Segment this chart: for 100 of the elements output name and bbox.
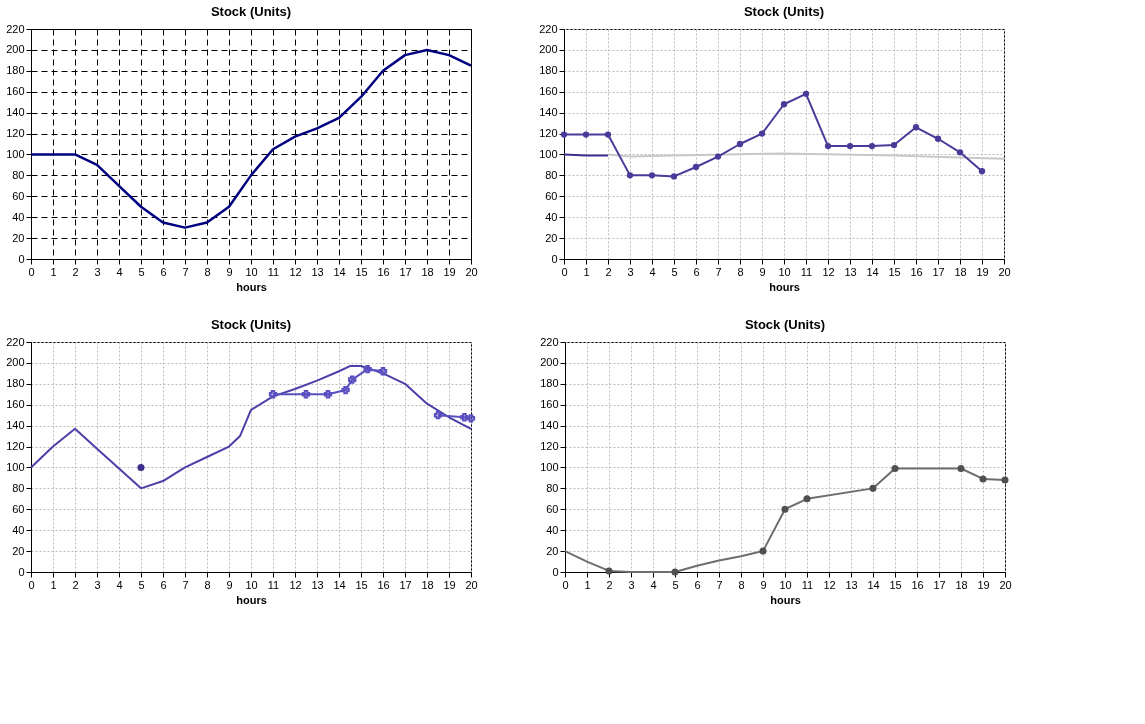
x-tick-label: 10 [778, 265, 791, 278]
y-tick-label: 40 [545, 210, 558, 223]
point [301, 390, 311, 399]
y-tick-label: 220 [6, 22, 25, 35]
x-tick-label: 6 [693, 265, 700, 278]
chart-title: Stock (Units) [210, 317, 292, 332]
x-tick-label: 17 [399, 265, 412, 278]
x-tick-label: 16 [377, 578, 390, 591]
y-tick-label: 0 [18, 565, 25, 578]
x-tick-label: 5 [671, 265, 678, 278]
y-tick-label: 140 [539, 106, 558, 119]
x-tick-label: 4 [116, 265, 123, 278]
y-tick-label: 20 [546, 544, 559, 557]
x-tick-label: 12 [289, 265, 302, 278]
x-tick-label: 11 [800, 265, 813, 278]
x-tick-label: 10 [245, 578, 258, 591]
y-tick-label: 200 [540, 356, 559, 369]
x-tick-label: 7 [182, 578, 189, 591]
x-tick-label: 4 [649, 265, 656, 278]
y-tick-label: 220 [539, 22, 558, 35]
y-tick-label: 100 [540, 460, 559, 473]
x-tick-label: 14 [867, 578, 880, 591]
point [268, 390, 278, 399]
x-tick-label: 7 [715, 265, 722, 278]
x-tick-label: 9 [226, 265, 233, 278]
y-tick-label: 40 [546, 523, 559, 536]
x-tick-label: 3 [627, 265, 634, 278]
x-tick-label: 1 [583, 265, 590, 278]
y-tick-label: 220 [540, 335, 559, 348]
x-tick-label: 10 [779, 578, 792, 591]
y-tick-label: 140 [540, 419, 559, 432]
line-series [30, 365, 472, 490]
x-tick-label: 20 [998, 265, 1011, 278]
y-tick-label: 80 [12, 481, 25, 494]
point [460, 413, 469, 422]
y-tick-label: 100 [6, 460, 25, 473]
x-tick-label: 19 [976, 265, 989, 278]
x-tick-label: 18 [955, 578, 968, 591]
y-tick-label: 120 [540, 440, 559, 453]
x-tick-label: 8 [738, 578, 745, 591]
x-tick-label: 4 [650, 578, 657, 591]
y-tick-label: 20 [12, 544, 25, 557]
x-tick-label: 8 [204, 578, 211, 591]
x-tick-label: 11 [801, 578, 814, 591]
x-tick-label: 15 [355, 265, 368, 278]
x-tick-label: 7 [182, 265, 189, 278]
x-tick-label: 10 [245, 265, 258, 278]
x-tick-label: 12 [823, 578, 836, 591]
x-tick-label: 15 [888, 265, 901, 278]
x-tick-label: 0 [28, 578, 35, 591]
y-tick-label: 160 [6, 398, 25, 411]
point [759, 547, 767, 555]
y-tick-label: 200 [6, 356, 25, 369]
x-tick-label: 4 [116, 578, 123, 591]
x-tick-label: 19 [443, 578, 456, 591]
point [869, 484, 877, 492]
y-tick-label: 180 [6, 377, 25, 390]
x-tick-label: 15 [355, 578, 368, 591]
x-tick-label: 2 [606, 578, 613, 591]
y-tick-label: 100 [539, 147, 558, 160]
y-tick-label: 0 [18, 252, 25, 265]
point [605, 567, 613, 575]
x-axis-title: hours [770, 593, 801, 606]
x-tick-label: 18 [421, 578, 434, 591]
line-series [29, 48, 473, 229]
x-tick-label: 6 [160, 578, 167, 591]
x-tick-label: 7 [716, 578, 723, 591]
x-tick-label: 16 [911, 578, 924, 591]
x-tick-label: 12 [289, 578, 302, 591]
y-tick-label: 180 [6, 64, 25, 77]
x-axis-title: hours [236, 593, 267, 606]
y-tick-label: 140 [6, 419, 25, 432]
x-tick-label: 13 [311, 578, 324, 591]
x-tick-label: 2 [72, 578, 79, 591]
point [341, 385, 350, 395]
y-tick-label: 60 [12, 502, 25, 515]
point [781, 505, 789, 513]
y-tick-label: 60 [545, 189, 558, 202]
x-tick-label: 20 [465, 578, 478, 591]
x-tick-label: 1 [50, 265, 57, 278]
y-tick-label: 80 [545, 168, 558, 181]
x-axis-title: hours [769, 280, 800, 293]
chart-title: Stock (Units) [210, 4, 292, 19]
x-tick-label: 13 [845, 578, 858, 591]
y-tick-label: 80 [546, 481, 559, 494]
x-tick-label: 1 [584, 578, 591, 591]
x-tick-label: 17 [932, 265, 945, 278]
point [957, 464, 965, 473]
x-tick-label: 9 [226, 578, 233, 591]
y-tick-label: 120 [6, 440, 25, 453]
y-tick-label: 120 [539, 127, 558, 140]
x-tick-label: 13 [311, 265, 324, 278]
y-tick-label: 160 [6, 85, 25, 98]
point [137, 463, 145, 471]
point [323, 390, 333, 399]
x-tick-label: 0 [562, 578, 569, 591]
x-tick-label: 19 [977, 578, 990, 591]
x-tick-label: 9 [760, 578, 767, 591]
y-tick-label: 100 [6, 147, 25, 160]
point [363, 365, 372, 374]
